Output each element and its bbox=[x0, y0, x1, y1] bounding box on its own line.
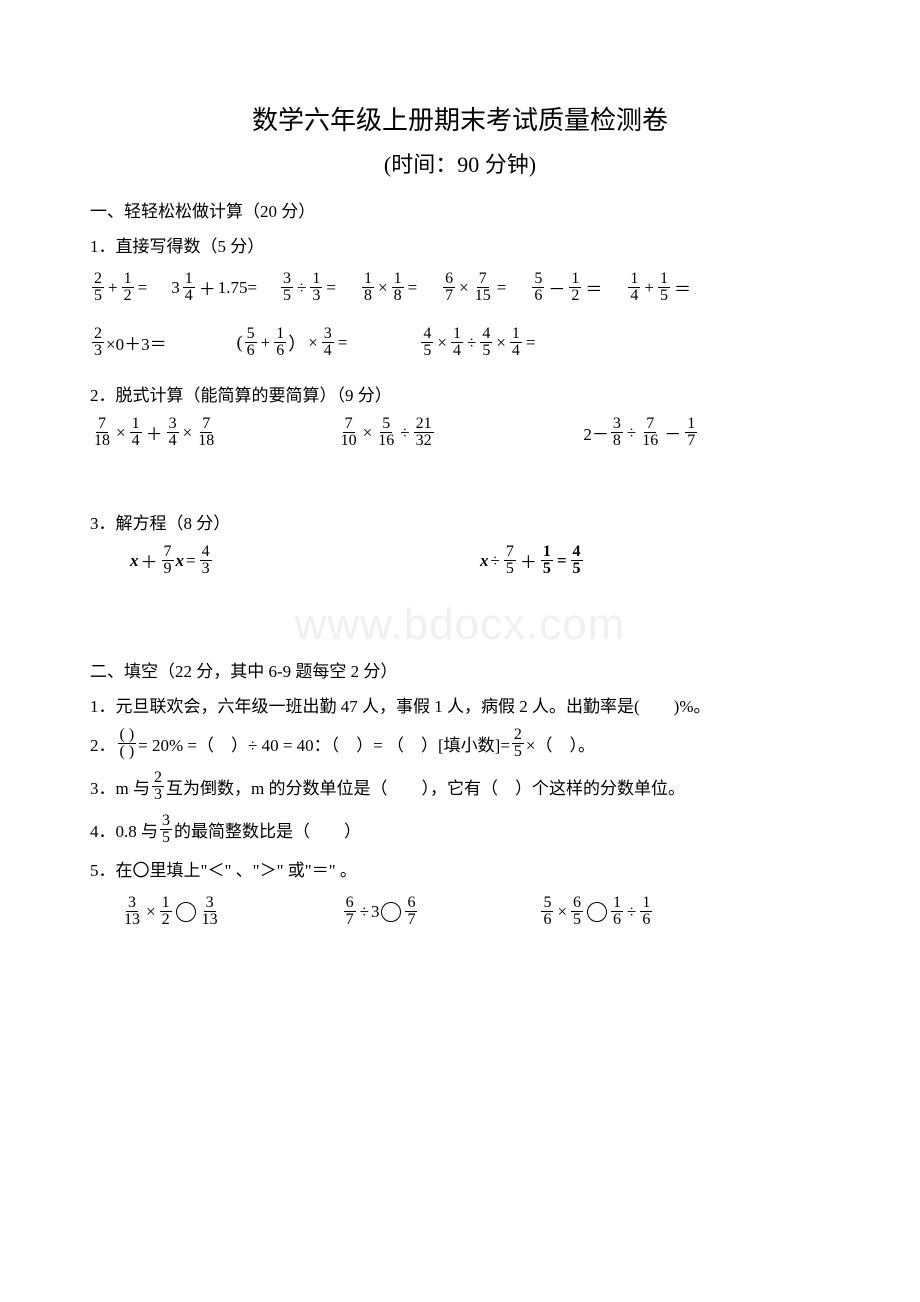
expr: 23 ×0＋3＝ bbox=[90, 326, 167, 359]
s2-q4: 4．0.8 与 35 的最简整数比是（ ） bbox=[90, 813, 830, 846]
problems-row: 718 × 14 ＋ 34 × 718 710 × 516 ÷ 2132 2－ … bbox=[90, 416, 830, 449]
expr: 56 × 65 16 ÷ 16 bbox=[539, 895, 654, 928]
compare-row: 313 × 12 313 67 ÷ 3 67 56 × 65 16 ÷ 16 bbox=[90, 895, 830, 928]
expr: 56 － 12 ＝ bbox=[530, 271, 604, 304]
equation: x ÷ 75 ＋ 15 = 45 bbox=[480, 544, 830, 577]
page-title: 数学六年级上册期末考试质量检测卷 bbox=[90, 100, 830, 137]
expr: 67 ÷ 3 67 bbox=[342, 895, 420, 928]
expr: ( 56 + 16 ） × 34 = bbox=[237, 326, 350, 359]
expr: 67 × 715 = bbox=[441, 271, 508, 304]
expr: 35 ÷ 13 = bbox=[279, 271, 338, 304]
section1-head: 一、轻轻松松做计算（20 分） bbox=[90, 197, 830, 222]
s2-q2: 2． ( )( ) = 20% =（ ）÷ 40 = 40：（ ）= （ ）[填… bbox=[90, 727, 830, 760]
circle-icon bbox=[587, 902, 607, 922]
q1-head: 1．直接写得数（5 分） bbox=[90, 232, 830, 257]
circle-icon bbox=[381, 902, 401, 922]
expr: 710 × 516 ÷ 2132 bbox=[337, 416, 584, 449]
expr: 45 × 14 ÷ 45 × 14 = bbox=[419, 326, 537, 359]
equation: x ＋ 79 x = 43 bbox=[90, 544, 480, 577]
section2-head: 二、填空（22 分，其中 6-9 题每空 2 分） bbox=[90, 657, 830, 682]
q2-head: 2．脱式计算（能简算的要简算）（9 分） bbox=[90, 381, 830, 406]
expr: 718 × 14 ＋ 34 × 718 bbox=[90, 416, 337, 449]
expr: 314 ＋ 1.75= bbox=[171, 271, 257, 304]
s2-q1: 1．元旦联欢会，六年级一班出勤 47 人，事假 1 人，病假 2 人。出勤率是(… bbox=[90, 692, 830, 717]
calc-row-2: 23 ×0＋3＝ ( 56 + 16 ） × 34 = 45 × 14 ÷ 45… bbox=[90, 326, 830, 359]
page-subtitle: (时间：90 分钟) bbox=[90, 147, 830, 179]
s2-q3: 3．m 与 23 互为倒数，m 的分数单位是（ ），它有（ ）个这样的分数单位。 bbox=[90, 770, 830, 803]
calc-row-1: 25 + 12 = 314 ＋ 1.75= 35 ÷ 13 = 18 × 18 … bbox=[90, 271, 830, 304]
circle-icon bbox=[176, 902, 196, 922]
equations-row: x ＋ 79 x = 43 x ÷ 75 ＋ 15 = 45 bbox=[90, 544, 830, 577]
expr: 313 × 12 313 bbox=[120, 895, 222, 928]
expr: 18 × 18 = bbox=[360, 271, 419, 304]
expr: 25 + 12 = bbox=[90, 271, 149, 304]
expr: 14 + 15 ＝ bbox=[626, 271, 693, 304]
q3-head: 3．解方程（8 分） bbox=[90, 509, 830, 534]
s2-q5-head: 5．在〇里填上"＜" 、"＞" 或"＝" 。 bbox=[90, 856, 830, 881]
expr: 2－ 38 ÷ 716 － 17 bbox=[583, 416, 830, 449]
